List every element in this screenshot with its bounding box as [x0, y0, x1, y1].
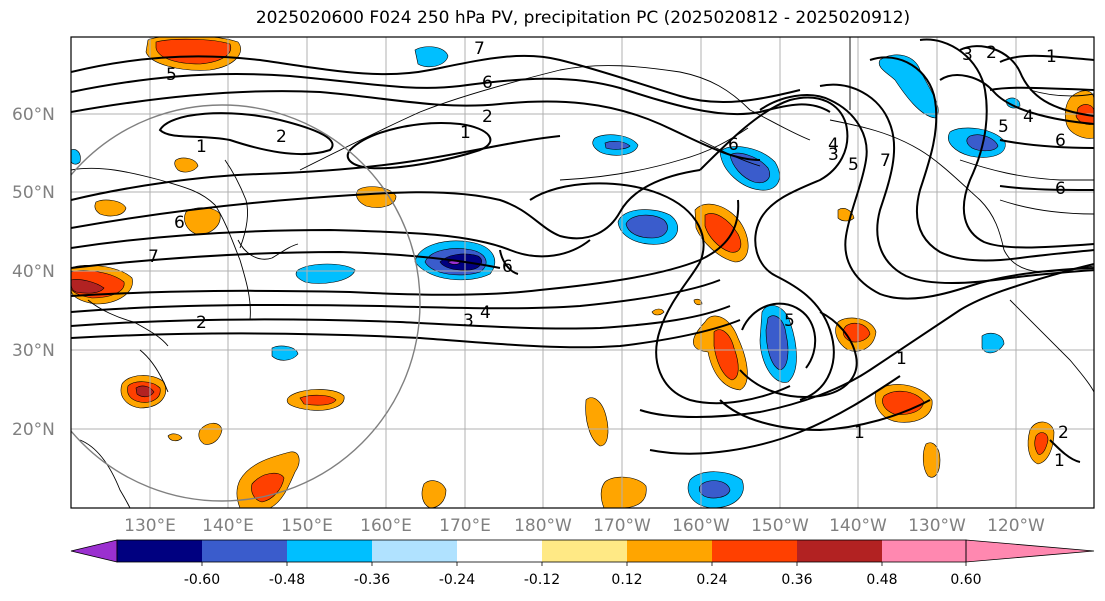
lon-label: 150°W	[751, 516, 809, 536]
contour-label: 6	[482, 73, 493, 93]
lon-label: 160°W	[672, 516, 730, 536]
contour-label: 4	[480, 303, 491, 323]
lon-label: 160°E	[360, 516, 412, 536]
colorbar-segment	[372, 540, 457, 562]
colorbar-ticks	[201, 562, 967, 566]
contour-label: 5	[998, 117, 1009, 137]
colorbar-segment	[202, 540, 287, 562]
lon-label: 170°E	[439, 516, 491, 536]
graticule	[71, 37, 1094, 508]
range-circle	[71, 104, 421, 502]
lon-label: 170°W	[593, 516, 651, 536]
contour-label: 6	[728, 135, 739, 155]
colorbar-segment	[457, 540, 542, 562]
lat-label: 50°N	[12, 183, 55, 203]
lat-label: 20°N	[12, 420, 55, 440]
colorbar-segment	[797, 540, 882, 562]
contour-label: 1	[854, 423, 865, 443]
lon-label: 140°E	[202, 516, 254, 536]
coastlines	[71, 37, 1094, 508]
colorbar-segment	[712, 540, 797, 562]
contour-label: 1	[460, 123, 471, 143]
colorbar-tick-label: -0.12	[524, 572, 560, 588]
colorbar-extend-high	[965, 539, 1095, 563]
contour-label: 2	[482, 107, 493, 127]
contour-label: 7	[880, 151, 891, 171]
colorbar-tick-label: 0.60	[950, 572, 981, 588]
contour-label: 6	[1055, 131, 1066, 151]
contour-label: 3	[463, 311, 474, 331]
colorbar: -0.60 -0.48 -0.36 -0.24 -0.12 0.12 0.24 …	[70, 539, 1095, 588]
colorbar-tick-label: -0.48	[269, 572, 305, 588]
colorbar-tick-label: 0.48	[866, 572, 897, 588]
colorbar-tick-label: -0.24	[439, 572, 475, 588]
colorbar-tick-label: 0.12	[611, 572, 642, 588]
colorbar-segment	[542, 540, 627, 562]
colorbar-segment	[882, 540, 966, 562]
contour-label: 5	[848, 155, 859, 175]
chart-title: 2025020600 F024 250 hPa PV, precipitatio…	[255, 8, 911, 28]
lon-label: 120°W	[987, 516, 1045, 536]
contour-label: 7	[148, 247, 159, 267]
colorbar-segment	[627, 540, 712, 562]
contour-label: 1	[896, 349, 907, 369]
latitude-labels: 60°N 50°N 40°N 30°N 20°N	[12, 105, 55, 440]
lat-label: 60°N	[12, 105, 55, 125]
lon-label: 130°W	[908, 516, 966, 536]
colorbar-segment	[287, 540, 372, 562]
contour-label: 4	[1023, 107, 1034, 127]
map-background	[71, 37, 1094, 508]
lon-label: 150°E	[281, 516, 333, 536]
contour-label: 7	[474, 39, 485, 59]
colorbar-tick-label: -0.60	[184, 572, 220, 588]
colorbar-segment	[117, 540, 202, 562]
contour-label: 6	[502, 257, 513, 277]
contour-label: 2	[1058, 423, 1069, 443]
lon-label: 130°E	[124, 516, 176, 536]
pv-contours	[71, 38, 1094, 463]
contour-label: 6	[174, 213, 185, 233]
contour-label: 3	[962, 45, 973, 65]
lon-label: 180°W	[514, 516, 572, 536]
contour-labels: 7 6 5 1 2 1 2 6 7 6 2 3 4 6 4 3 5 7 3 2 …	[148, 39, 1069, 471]
lat-label: 30°N	[12, 341, 55, 361]
colorbar-tick-label: 0.24	[696, 572, 727, 588]
contour-label: 2	[196, 313, 207, 333]
lon-label: 140°W	[829, 516, 887, 536]
contour-label: 4	[828, 135, 839, 155]
contour-label: 6	[1055, 179, 1066, 199]
longitude-labels: 130°E 140°E 150°E 160°E 170°E 180°W 170°…	[124, 516, 1045, 536]
colorbar-extend-low	[70, 539, 118, 563]
colorbar-frame	[116, 539, 967, 563]
contour-label: 1	[1046, 47, 1057, 67]
contour-label: 1	[196, 137, 207, 157]
contour-label: 3	[828, 145, 839, 165]
contour-label: 5	[166, 65, 177, 85]
contour-label: 2	[276, 127, 287, 147]
lat-label: 40°N	[12, 262, 55, 282]
colorbar-tick-label: -0.36	[354, 572, 390, 588]
contour-label: 2	[986, 43, 997, 63]
contour-label: 5	[784, 311, 795, 331]
contour-label: 1	[1054, 451, 1065, 471]
map-frame	[70, 36, 1095, 509]
precip-shading	[71, 37, 1094, 508]
colorbar-tick-label: 0.36	[781, 572, 812, 588]
